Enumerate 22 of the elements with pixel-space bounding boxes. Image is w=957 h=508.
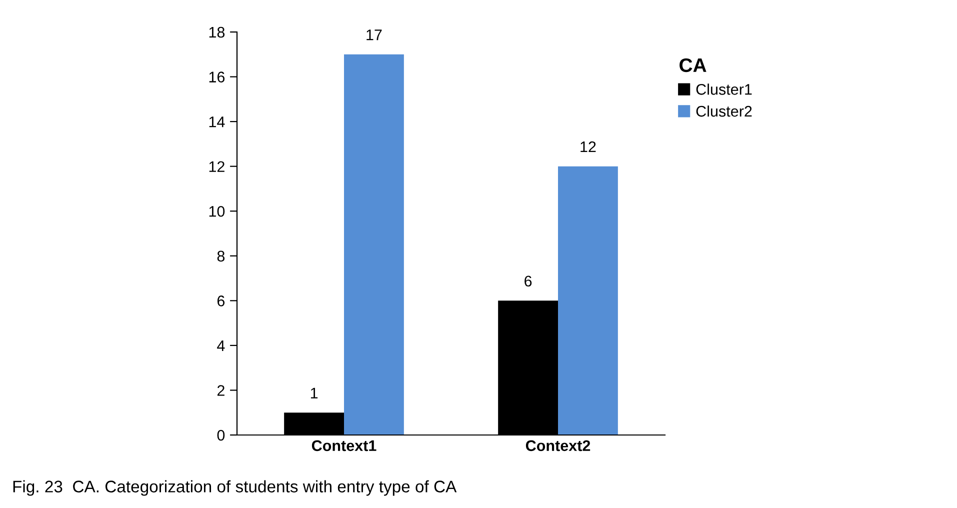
y-tick-label: 2 (217, 385, 224, 396)
y-tick-label: 6 (217, 296, 225, 306)
y-tick-label: 14 (209, 116, 225, 128)
y-tick-label: 8 (217, 250, 225, 262)
x-tick-label: Context1 (312, 440, 376, 452)
bar (344, 54, 404, 435)
data-label: 17 (366, 30, 382, 40)
y-tick-label: 0 (217, 430, 225, 441)
caption: Fig. 23 CA. Categorization of students with entry type of CA (13, 480, 457, 496)
data-label: 1 (310, 388, 318, 398)
y-tick-label: 18 (209, 26, 225, 38)
x-tick-label: Context2 (526, 440, 590, 452)
data-label: 6 (524, 276, 532, 287)
data-label: 12 (580, 141, 596, 152)
y-tick-label: 4 (217, 340, 225, 351)
bar (558, 166, 618, 435)
y-tick-label: 12 (209, 161, 224, 172)
legend-title: CA (680, 58, 706, 72)
y-tick-label: 10 (209, 206, 225, 217)
legend-label: Cluster1 (696, 84, 752, 95)
legend-label: Cluster2 (696, 105, 752, 117)
y-tick-label: 16 (209, 72, 225, 82)
